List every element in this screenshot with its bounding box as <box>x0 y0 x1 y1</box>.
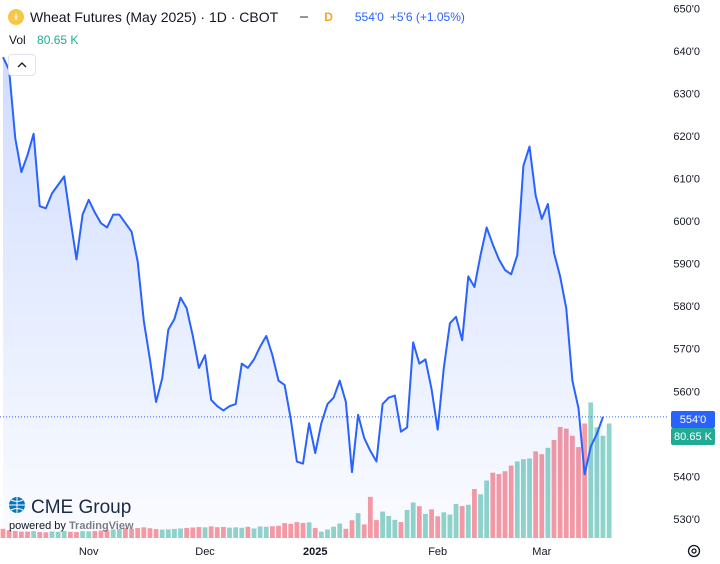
tradingview-brand: TradingView <box>68 520 134 532</box>
cme-globe-icon <box>8 496 26 520</box>
volume-label: Vol <box>9 33 26 47</box>
price-axis-volume-label: 80.65 K <box>671 428 715 445</box>
wheat-icon <box>8 9 24 25</box>
time-axis: Nov Dec 2025 Feb Mar <box>79 546 552 558</box>
time-axis-tick: Mar <box>532 546 551 558</box>
last-price: 554'0 <box>354 10 384 24</box>
time-axis-tick: Dec <box>195 546 215 558</box>
collapse-legend-button[interactable] <box>8 54 36 76</box>
price-change: +5'6 (+1.05%) <box>389 10 465 24</box>
cme-group-logo[interactable]: CME Group <box>8 496 131 520</box>
price-axis-tick: 540'0 <box>673 471 700 483</box>
separator-icon <box>300 13 309 21</box>
volume-bar <box>606 423 612 538</box>
price-axis-tick: 610'0 <box>673 173 700 185</box>
powered-prefix: powered by <box>9 520 66 532</box>
price-axis-tick: 570'0 <box>673 344 700 356</box>
chevron-up-icon <box>17 56 27 74</box>
symbol-header[interactable]: Wheat Futures (May 2025) · 1D · CBOT D 5… <box>8 6 465 28</box>
price-axis-tick: 560'0 <box>673 386 700 398</box>
price-axis-tick: 630'0 <box>673 88 700 100</box>
price-axis-last-price-label: 554'0 <box>671 411 715 428</box>
price-area-fill <box>3 57 603 538</box>
time-axis-tick: Feb <box>428 546 447 558</box>
gear-icon[interactable] <box>686 543 702 559</box>
price-axis-tick: 580'0 <box>673 301 700 313</box>
price-axis-tick: 600'0 <box>673 216 700 228</box>
price-axis-tick: 590'0 <box>673 259 700 271</box>
price-axis-tick: 640'0 <box>673 46 700 58</box>
volume-legend[interactable]: Vol 80.65 K <box>9 33 78 47</box>
volume-value: 80.65 K <box>37 33 79 47</box>
price-axis-tick: 620'0 <box>673 131 700 143</box>
price-axis: 530'0540'0550'0560'0570'0580'0590'0600'0… <box>673 3 700 526</box>
market-status-badge[interactable]: D <box>324 10 333 24</box>
price-line <box>2 56 604 476</box>
powered-by-label[interactable]: powered by TradingView <box>9 520 134 532</box>
price-axis-tick: 650'0 <box>673 3 700 15</box>
price-axis-tick: 530'0 <box>673 514 700 526</box>
cme-logo-text: CME Group <box>31 497 132 518</box>
time-axis-tick: 2025 <box>303 546 327 558</box>
symbol-title[interactable]: Wheat Futures (May 2025) · 1D · CBOT <box>30 9 279 25</box>
price-area <box>2 56 604 538</box>
time-axis-tick: Nov <box>79 546 99 558</box>
